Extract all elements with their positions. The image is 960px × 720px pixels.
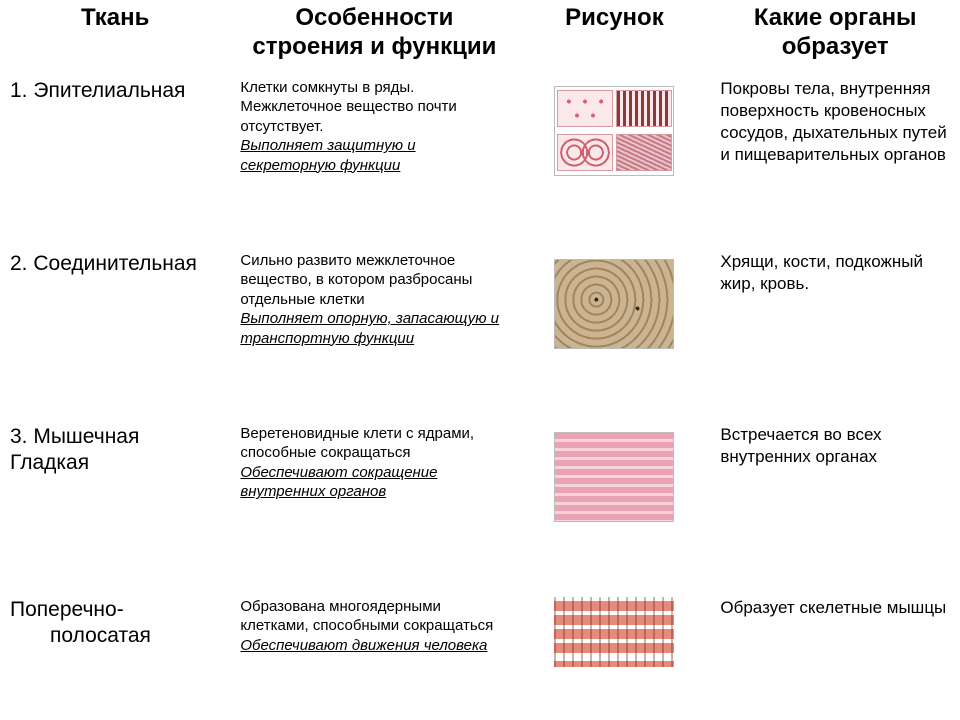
tissue-name-line1: 2. Соединительная — [10, 252, 197, 275]
table-row: 1. Эпителиальная Клетки сомкнуты в ряды.… — [0, 72, 960, 245]
features-plain: Веретеновидные клети с ядрами, способные… — [240, 425, 474, 462]
tissue-organs: Хрящи, кости, подкожный жир, кровь. — [710, 245, 960, 418]
header-row: Ткань Особенности строения и функции Рис… — [0, 0, 960, 72]
connective-icon — [554, 259, 674, 349]
striated-muscle-icon — [554, 597, 674, 667]
features-function: Выполняет опорную, запасающую и транспор… — [240, 310, 499, 347]
features-function: Обеспечивают сокращение внутренних орган… — [240, 464, 437, 501]
epithelial-icon — [554, 86, 674, 176]
tissue-name-line1: 3. Мышечная — [10, 425, 139, 448]
table-row: Поперечно- полосатая Образована многояде… — [0, 591, 960, 720]
tissue-name-line1: 1. Эпителиальная — [10, 79, 185, 102]
table-row: 3. Мышечная Гладкая Веретеновидные клети… — [0, 418, 960, 591]
tissue-illustration — [518, 72, 710, 182]
tissue-illustration — [518, 245, 710, 355]
col-picture: Рисунок — [518, 0, 710, 72]
tissue-name: 3. Мышечная Гладкая — [0, 418, 230, 591]
tissue-organs: Образует скелетные мышцы — [710, 591, 960, 720]
col-tissue: Ткань — [0, 0, 230, 72]
tissue-name-line2: полосатая — [10, 623, 220, 649]
tissue-name: Поперечно- полосатая — [0, 591, 230, 720]
features-plain: Образована многоядерными клетками, спосо… — [240, 598, 493, 635]
table-row: 2. Соединительная Сильно развито межклет… — [0, 245, 960, 418]
tissue-illustration — [518, 591, 710, 673]
features-function: Выполняет защитную и секреторную функции — [240, 137, 415, 174]
tissue-name: 2. Соединительная — [0, 245, 230, 418]
tissue-name-line2: Гладкая — [10, 451, 89, 474]
features-plain: Клетки сомкнуты в ряды. Межклеточное вещ… — [240, 79, 456, 135]
col-features: Особенности строения и функции — [230, 0, 518, 72]
tissue-illustration — [518, 418, 710, 528]
features-plain: Сильно развито межклеточное вещество, в … — [240, 252, 472, 308]
features-function: Обеспечивают движения человека — [240, 637, 487, 654]
tissue-features: Клетки сомкнуты в ряды. Межклеточное вещ… — [230, 72, 518, 245]
col-organs: Какие органы образует — [710, 0, 960, 72]
tissue-name-line1: Поперечно- — [10, 598, 124, 621]
tissue-features: Сильно развито межклеточное вещество, в … — [230, 245, 518, 418]
tissue-name: 1. Эпителиальная — [0, 72, 230, 245]
tissue-features: Образована многоядерными клетками, спосо… — [230, 591, 518, 720]
tissues-table: Ткань Особенности строения и функции Рис… — [0, 0, 960, 720]
tissue-features: Веретеновидные клети с ядрами, способные… — [230, 418, 518, 591]
smooth-muscle-icon — [554, 432, 674, 522]
tissue-organs: Встречается во всех внутренних органах — [710, 418, 960, 591]
tissue-organs: Покровы тела, внутренняя поверхность кро… — [710, 72, 960, 245]
